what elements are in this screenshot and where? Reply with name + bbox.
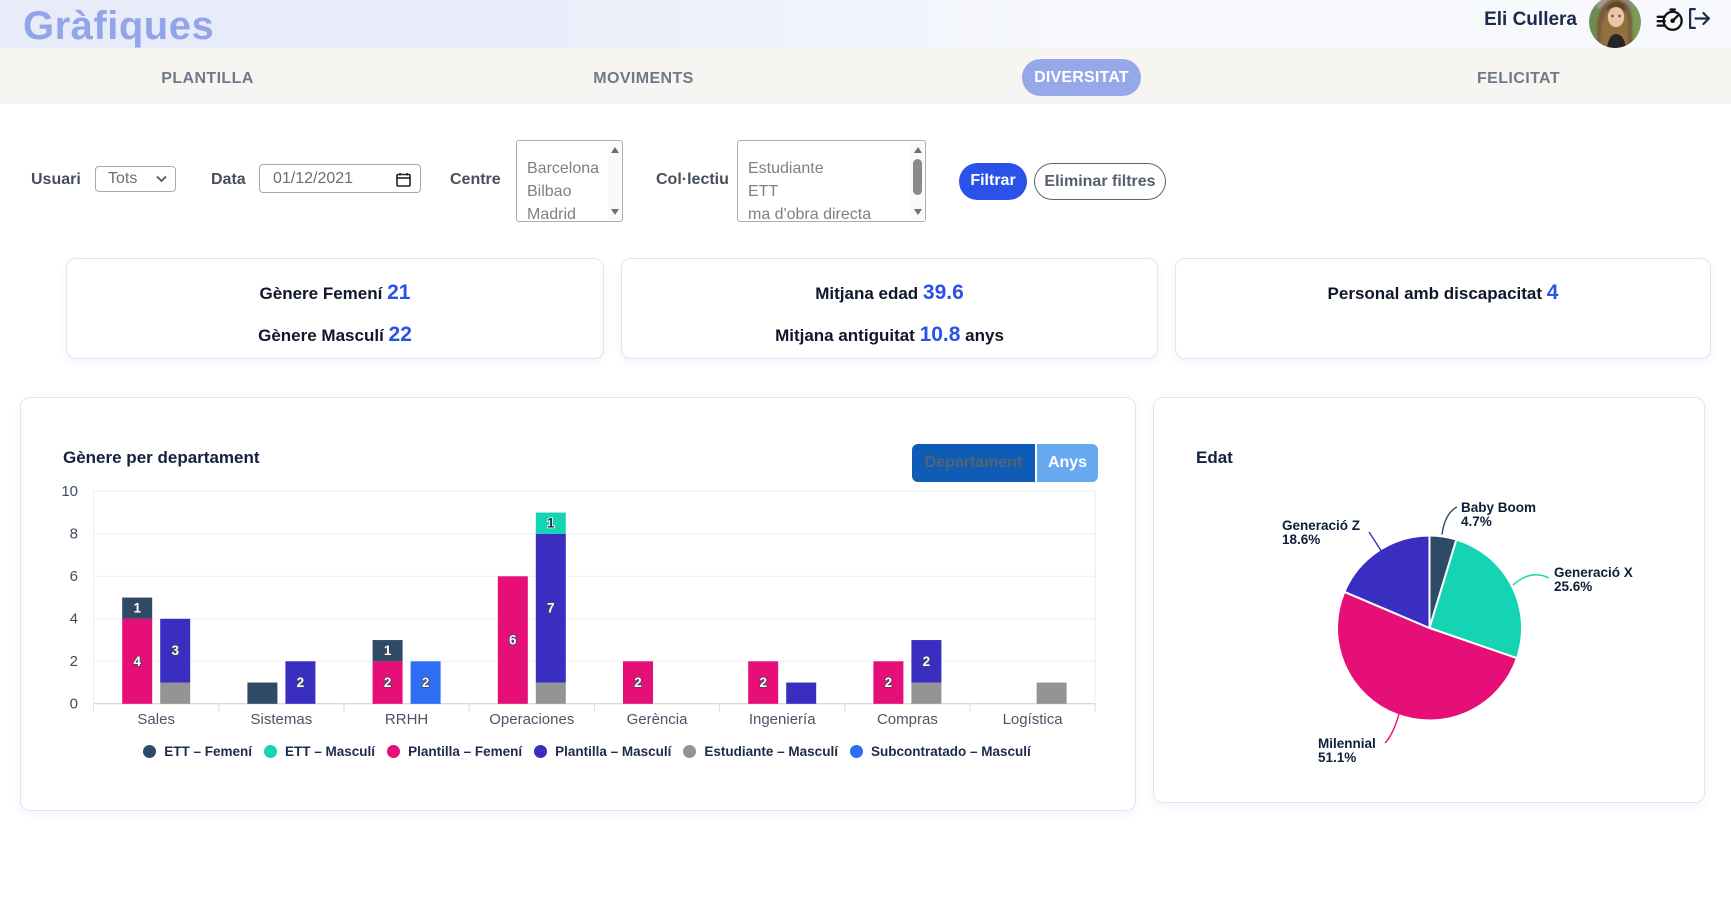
svg-text:2: 2 [297,675,305,690]
svg-text:Compras: Compras [877,711,938,728]
svg-text:Sales: Sales [137,711,175,728]
svg-text:Ingeniería: Ingeniería [749,711,816,728]
svg-text:2: 2 [759,675,767,690]
svg-text:1: 1 [547,516,555,531]
svg-text:6: 6 [70,568,78,585]
svg-text:6: 6 [509,633,517,648]
svg-text:2: 2 [70,653,78,670]
svg-text:4: 4 [133,654,141,669]
svg-text:Sistemas: Sistemas [251,711,313,728]
svg-text:2: 2 [634,675,642,690]
svg-text:7: 7 [547,601,555,616]
svg-text:2: 2 [422,675,430,690]
svg-text:4: 4 [70,610,78,627]
svg-text:2: 2 [885,675,893,690]
svg-text:3: 3 [171,643,179,658]
svg-text:Logística: Logística [1003,711,1064,728]
svg-text:Gerència: Gerència [627,711,689,728]
svg-text:8: 8 [70,525,78,542]
svg-text:0: 0 [70,695,78,712]
svg-text:1: 1 [384,643,392,658]
svg-text:RRHH: RRHH [385,711,428,728]
svg-text:10: 10 [61,483,78,500]
svg-text:1: 1 [133,601,141,616]
svg-text:2: 2 [384,675,392,690]
svg-text:Operaciones: Operaciones [489,711,574,728]
svg-text:2: 2 [923,654,931,669]
